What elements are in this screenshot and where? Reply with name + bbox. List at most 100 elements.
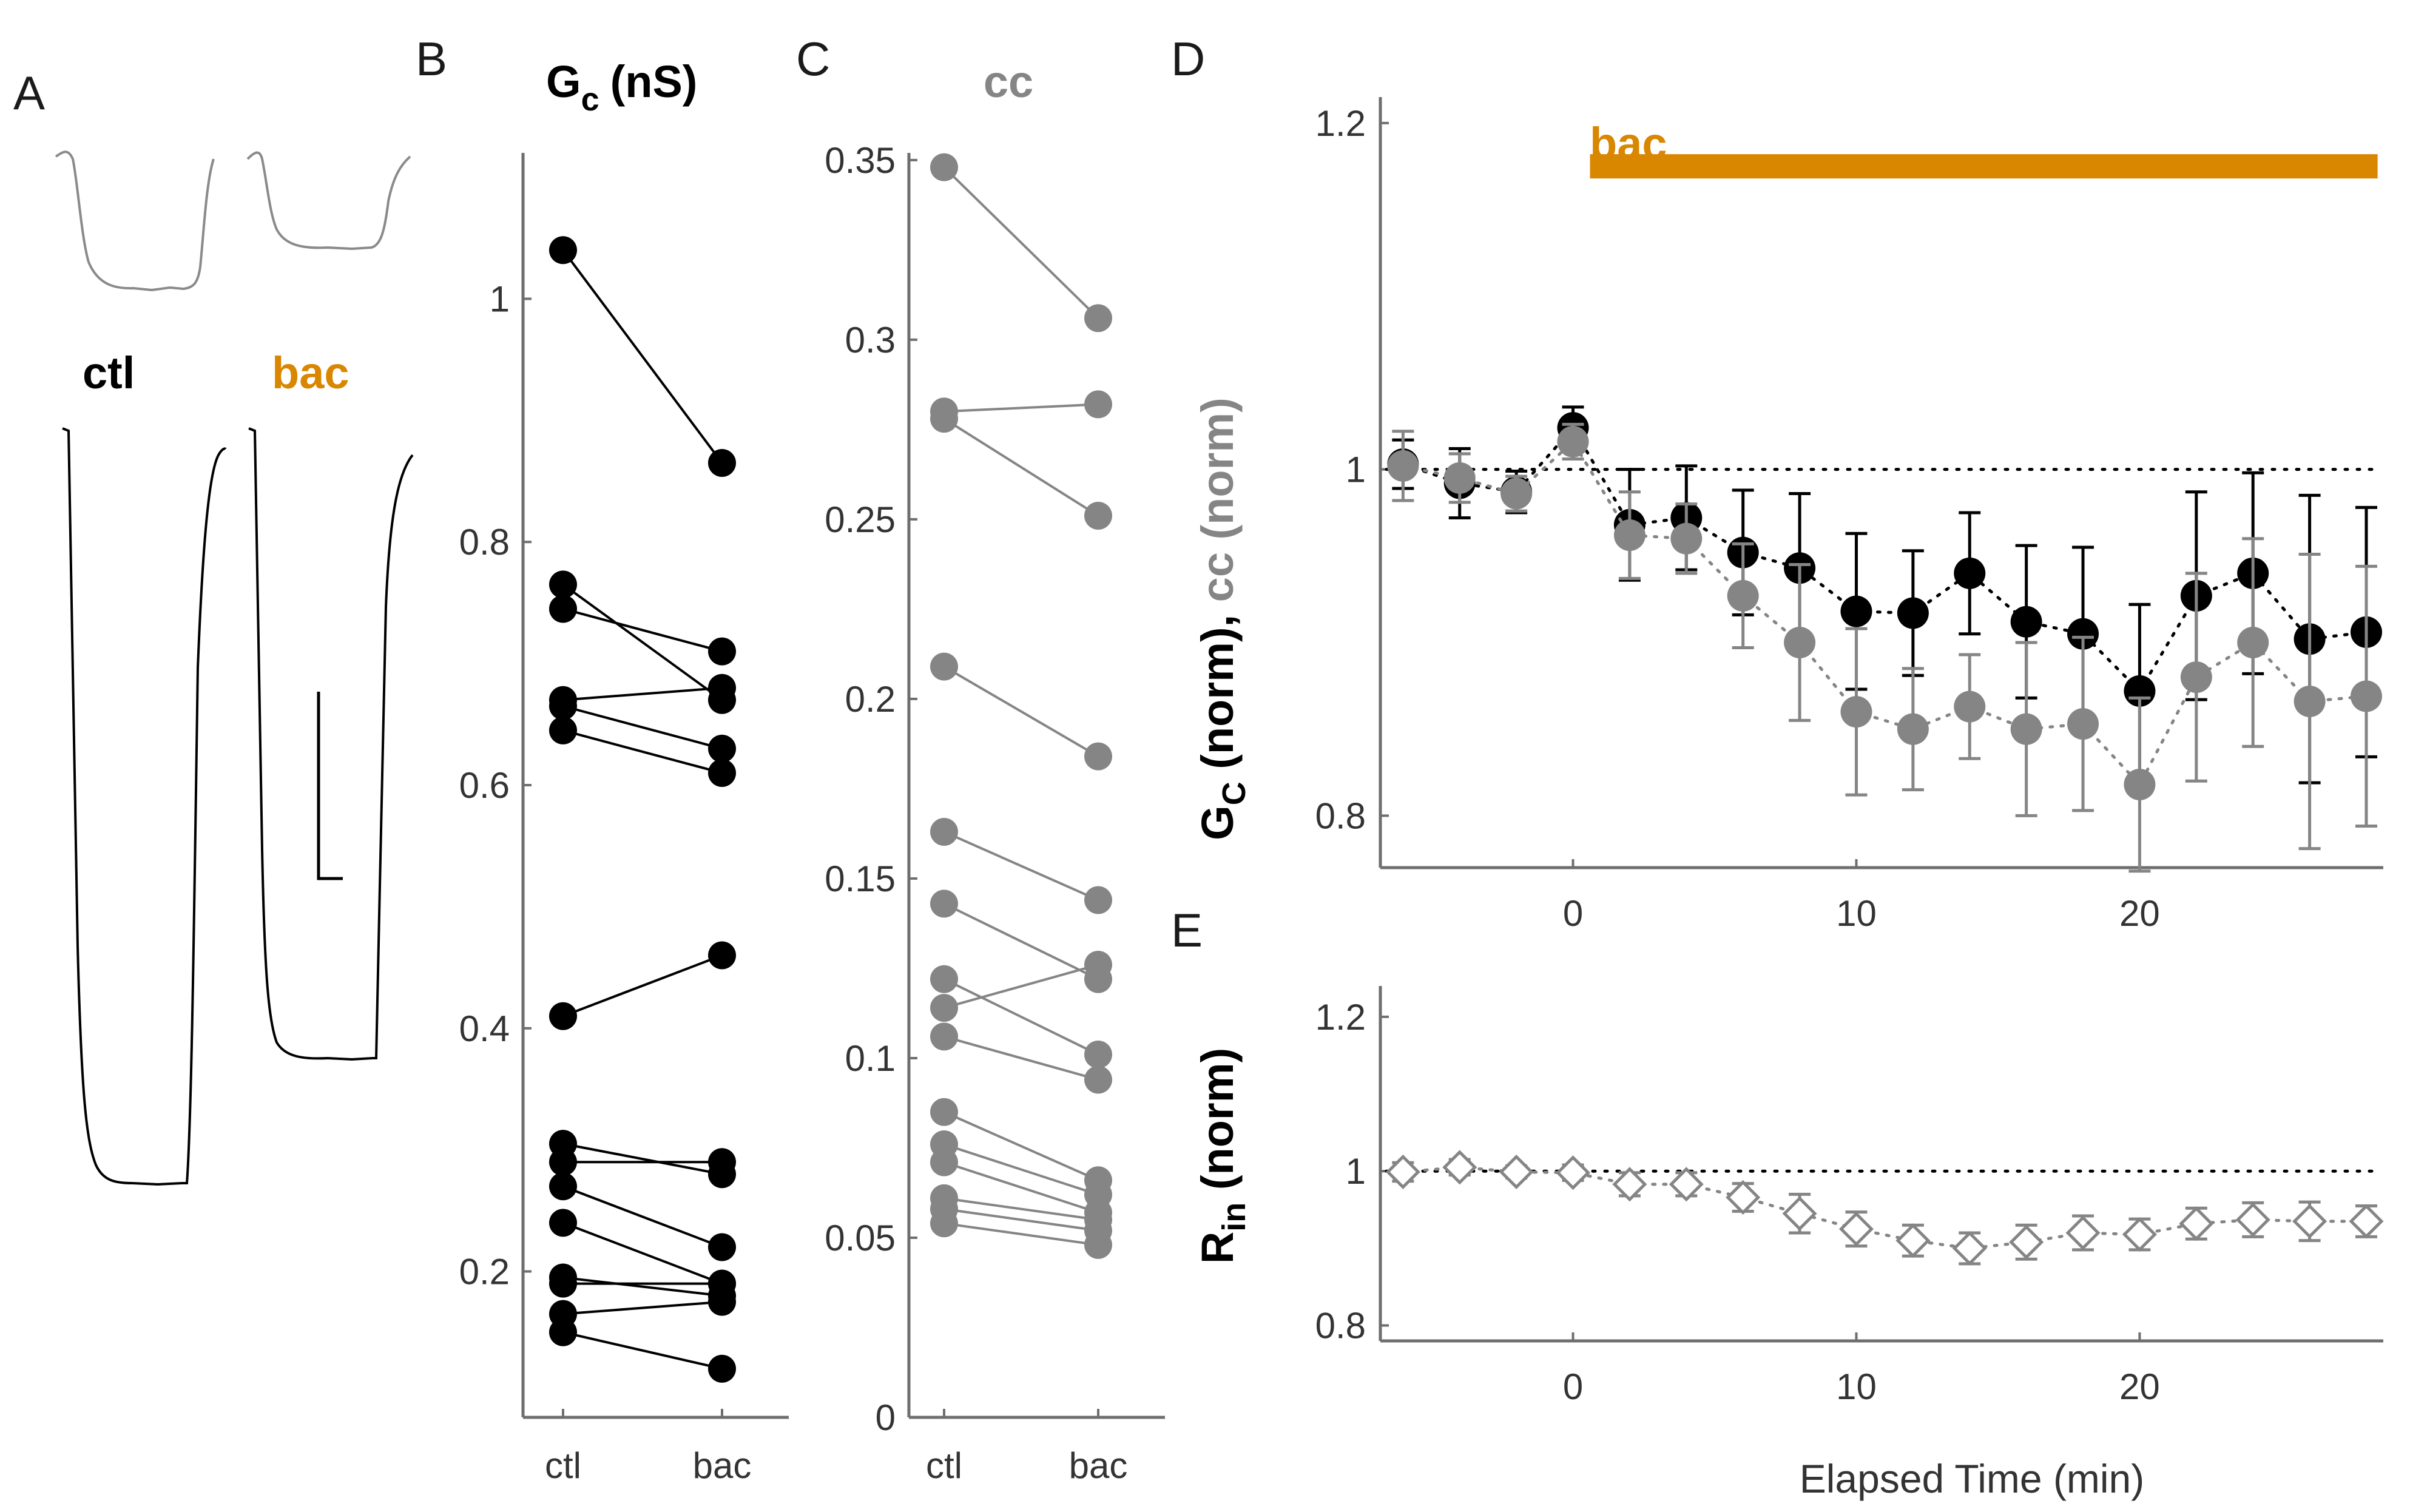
panel-b-title-unit: (nS) — [610, 56, 698, 107]
panel-d-point-cc — [2010, 713, 2042, 745]
panel-d-point-G_C — [1954, 557, 1986, 589]
panel-b-point-ctl — [549, 236, 577, 265]
panel-d-point-cc — [1954, 690, 1986, 723]
panel-c-pair-line — [943, 1035, 1099, 1081]
panel-b-point-bac — [708, 448, 736, 477]
scale-bar — [317, 692, 343, 880]
trace-cc-ctl — [55, 150, 215, 292]
panel-d-point-cc — [1897, 713, 1929, 745]
panel-c-point-ctl — [930, 1209, 958, 1238]
panel-letter-e: E — [1171, 903, 1203, 957]
panel-d-point-cc — [2237, 626, 2269, 658]
panel-c-xtick-label: ctl — [926, 1445, 962, 1486]
panel-e-xtick-label: 20 — [2119, 1366, 2160, 1407]
panel-c-point-bac — [1084, 1230, 1112, 1259]
panel-e-xlabel: Elapsed Time (min) — [1800, 1456, 2145, 1501]
panel-e-point-R_in — [2122, 1217, 2157, 1252]
panel-c-point-ctl — [930, 1098, 958, 1126]
panel-d-point-cc — [2350, 680, 2382, 712]
panel-c-ytick-label: 0.35 — [825, 140, 896, 181]
panel-c-pair-line — [943, 403, 1099, 413]
panel-c-pair-line — [943, 1161, 1099, 1214]
panel-e: Rin (norm) Elapsed Time (min) 0.8 1 1.2 0 10… — [1192, 986, 2384, 1501]
panel-c-point-ctl — [930, 153, 958, 181]
panel-c-pair-line — [943, 417, 1099, 517]
panel-c-pair-line — [943, 1207, 1099, 1232]
panel-c-ytick-label: 0.05 — [825, 1218, 896, 1258]
panel-d-point-cc — [1840, 696, 1872, 728]
panel-d-series-cc-trend — [1401, 439, 2368, 788]
panel-d-ylabel-main: G — [1192, 805, 1243, 840]
panel-letter-c: C — [796, 32, 830, 86]
panel-b-pair-line — [562, 607, 723, 653]
panel-c-pair-line — [943, 1143, 1099, 1196]
panel-d-ylabel-cc-rest: (norm) — [1192, 397, 1243, 552]
panel-b-point-ctl — [549, 1002, 577, 1030]
panel-letter-b: B — [416, 32, 447, 86]
panel-d-ylabel-cc: cc — [1192, 552, 1243, 615]
panel-c-title: cc — [984, 56, 1033, 107]
panel-c-ytick-label: 0.3 — [845, 320, 896, 360]
panel-b-point-ctl — [549, 595, 577, 623]
panel-e-point-R_in — [2292, 1204, 2327, 1239]
panel-c-pair-line — [943, 1110, 1099, 1182]
panel-c-pair-line — [943, 964, 1099, 1009]
panel-b-xtick-label: ctl — [545, 1445, 581, 1486]
panel-e-point-R_in — [1838, 1212, 1874, 1247]
panel-c-point-ctl — [930, 889, 958, 918]
panel-b-pair-line — [562, 954, 723, 1018]
panel-b-point-bac — [708, 1233, 736, 1261]
panel-b-point-bac — [708, 637, 736, 666]
panel-c-ytick-label: 0.2 — [845, 679, 896, 720]
panel-b-point-ctl — [549, 1172, 577, 1201]
panel-e-point-R_in — [1499, 1154, 1534, 1190]
panel-c-point-bac — [1084, 501, 1112, 530]
panel-b-point-bac — [708, 673, 736, 702]
panel-b-ytick-label: 0.6 — [459, 765, 510, 806]
panel-b-pair-line — [562, 1185, 723, 1249]
panel-d-point-cc — [1670, 522, 1703, 555]
panel-d-point-G_C — [1897, 597, 1929, 629]
panel-d-point-cc — [1613, 519, 1645, 552]
panel-e-point-R_in — [1782, 1196, 1817, 1231]
panel-c-point-bac — [1084, 390, 1112, 419]
panel-b-point-ctl — [549, 1148, 577, 1176]
panel-b-point-ctl — [549, 570, 577, 599]
panel-c-pair-line — [943, 902, 1099, 980]
panel-e-point-R_in — [2009, 1224, 2044, 1260]
panel-d-ylabel-sub: C — [1216, 781, 1252, 805]
panel-e-ylabel: Rin (norm) — [1192, 1048, 1252, 1264]
panel-letter-d: D — [1171, 32, 1205, 86]
panel-b-point-bac — [708, 941, 736, 970]
panel-b-pair-line — [562, 686, 723, 701]
panel-d-point-cc — [1443, 462, 1476, 494]
panel-c: cc 0 0.05 0.1 0.15 0.2 0.25 0.3 0.35 ctl bac — [825, 56, 1165, 1486]
panel-b-pair-line — [562, 1331, 723, 1370]
panel-c-point-ctl — [930, 817, 958, 846]
panel-d-ytick-label: 1 — [1346, 450, 1366, 490]
panel-e-point-R_in — [2349, 1204, 2384, 1239]
panel-d-point-cc — [2124, 769, 2156, 801]
panel-b-pair-line — [562, 1276, 723, 1297]
panel-d-point-cc — [2067, 708, 2099, 740]
panel-b-pair-line — [562, 704, 723, 750]
panel-b-title-main: G — [546, 56, 581, 107]
panel-c-ytick-label: 0.25 — [825, 499, 896, 540]
panel-e-series-R_in-trend — [1401, 1166, 2368, 1250]
panel-b-ytick-label: 0.2 — [459, 1252, 510, 1292]
panel-d-point-cc — [2180, 661, 2212, 694]
panel-c-point-ctl — [930, 965, 958, 993]
panel-d-point-cc — [1727, 579, 1759, 612]
panel-b-ytick-label: 1 — [490, 278, 510, 319]
panel-e-point-R_in — [1442, 1150, 1477, 1185]
panel-b-point-bac — [708, 734, 736, 763]
panel-b-point-bac — [708, 1148, 736, 1176]
panel-d-ylabel-rest: (norm), — [1192, 615, 1243, 781]
panel-d-xtick-label: 10 — [1836, 893, 1877, 934]
panel-b-point-ctl — [549, 716, 577, 744]
panel-d-point-G_C — [2010, 606, 2042, 638]
panel-b-title-sub: c — [581, 81, 599, 118]
panel-b-point-bac — [708, 1354, 736, 1383]
panel-c-point-bac — [1084, 886, 1112, 914]
